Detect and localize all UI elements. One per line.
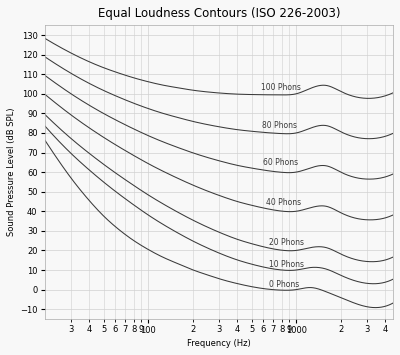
Y-axis label: Sound Pressure Level (dB SPL): Sound Pressure Level (dB SPL) [7, 108, 16, 236]
Text: 60 Phons: 60 Phons [264, 158, 298, 167]
X-axis label: Frequency (Hz): Frequency (Hz) [187, 339, 251, 348]
Title: Equal Loudness Contours (ISO 226-2003): Equal Loudness Contours (ISO 226-2003) [98, 7, 340, 20]
Text: 10 Phons: 10 Phons [268, 260, 304, 269]
Text: 20 Phons: 20 Phons [268, 238, 304, 247]
Text: 0 Phons: 0 Phons [268, 280, 299, 289]
Text: 100 Phons: 100 Phons [261, 83, 301, 92]
Text: 40 Phons: 40 Phons [266, 198, 301, 207]
Text: 80 Phons: 80 Phons [262, 121, 297, 130]
